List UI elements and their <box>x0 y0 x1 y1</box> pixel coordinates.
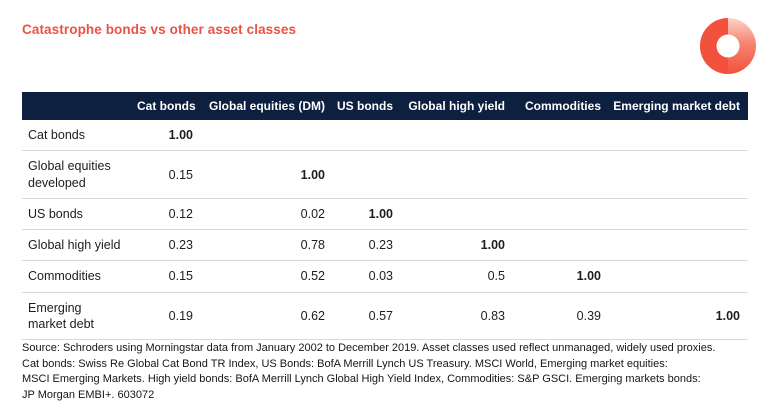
correlation-cell: 1.00 <box>135 120 201 152</box>
correlation-cell <box>609 260 748 293</box>
correlation-cell: 0.39 <box>513 292 609 340</box>
correlation-cell <box>513 120 609 152</box>
page-title: Catastrophe bonds vs other asset classes <box>22 22 297 37</box>
correlation-cell: 0.5 <box>401 260 513 293</box>
correlation-cell <box>609 198 748 231</box>
correlation-cell <box>333 120 401 152</box>
source-note-line: MSCI Emerging Markets. High yield bonds:… <box>22 373 701 385</box>
correlation-cell: 1.00 <box>609 292 748 340</box>
correlation-cell <box>513 198 609 231</box>
header-row: Cat bonds Global equities (DM) US bonds Glo… <box>22 92 748 120</box>
column-header-global-high-yield: Global high yield <box>401 92 513 120</box>
column-header-emerging-market-debt: Emerging market debt <box>609 92 748 120</box>
correlation-cell <box>513 229 609 262</box>
row-label: US bonds <box>22 198 135 231</box>
correlation-cell: 0.03 <box>333 260 401 293</box>
correlation-cell <box>401 120 513 152</box>
correlation-cell: 0.62 <box>201 292 333 340</box>
correlation-cell <box>401 150 513 199</box>
correlation-cell: 0.02 <box>201 198 333 231</box>
correlation-cell: 0.57 <box>333 292 401 340</box>
source-note-line: Source: Schroders using Morningstar data… <box>22 342 716 354</box>
correlation-cell: 0.83 <box>401 292 513 340</box>
correlation-cell: 0.78 <box>201 229 333 262</box>
correlation-cell: 0.19 <box>135 292 201 340</box>
ring-logo-icon <box>700 18 756 74</box>
column-header-commodities: Commodities <box>513 92 609 120</box>
table-row: Global equities developed 0.15 1.00 <box>22 150 748 199</box>
column-header-us-bonds: US bonds <box>333 92 401 120</box>
correlation-cell <box>401 198 513 231</box>
correlation-cell: 0.15 <box>135 260 201 293</box>
correlation-cell <box>513 150 609 199</box>
correlation-table: Cat bonds Global equities (DM) US bonds Glo… <box>22 92 748 340</box>
correlation-cell: 1.00 <box>401 229 513 262</box>
table-row: Commodities 0.15 0.52 0.03 0.5 1.00 <box>22 260 748 293</box>
source-note: Source: Schroders using Morningstar data… <box>22 341 752 403</box>
table-row: Emerging market debt 0.19 0.62 0.57 0.83 0.39… <box>22 292 748 340</box>
correlation-cell: 1.00 <box>513 260 609 293</box>
column-header-global-equities-dm-: Global equities (DM) <box>201 92 333 120</box>
correlation-cell <box>201 120 333 152</box>
table-row: Global high yield 0.23 0.78 0.23 1.00 <box>22 229 748 262</box>
row-label: Cat bonds <box>22 120 135 152</box>
correlation-cell: 0.23 <box>135 229 201 262</box>
correlation-cell: 0.52 <box>201 260 333 293</box>
correlation-cell <box>333 150 401 199</box>
correlation-cell: 0.23 <box>333 229 401 262</box>
row-label: Global high yield <box>22 229 135 262</box>
table-body: Cat bonds 1.00 Global equities developed 0.… <box>22 120 748 340</box>
corner-cell <box>22 92 135 120</box>
row-label: Commodities <box>22 260 135 293</box>
correlation-cell <box>609 120 748 152</box>
correlation-cell <box>609 229 748 262</box>
table-header: Cat bonds Global equities (DM) US bonds Glo… <box>22 92 748 120</box>
row-label: Global equities developed <box>22 150 135 199</box>
column-header-cat-bonds: Cat bonds <box>135 92 201 120</box>
table-row: US bonds 0.12 0.02 1.00 <box>22 198 748 231</box>
source-note-line: JP Morgan EMBI+. 603072 <box>22 388 155 401</box>
source-note-line: Cat bonds: Swiss Re Global Cat Bond TR I… <box>22 357 668 370</box>
table-row: Cat bonds 1.00 <box>22 120 748 152</box>
row-label: Emerging market debt <box>22 292 135 340</box>
correlation-cell <box>609 150 748 199</box>
correlation-cell: 1.00 <box>333 198 401 231</box>
correlation-cell: 0.12 <box>135 198 201 231</box>
correlation-cell: 1.00 <box>201 150 333 199</box>
correlation-cell: 0.15 <box>135 150 201 199</box>
